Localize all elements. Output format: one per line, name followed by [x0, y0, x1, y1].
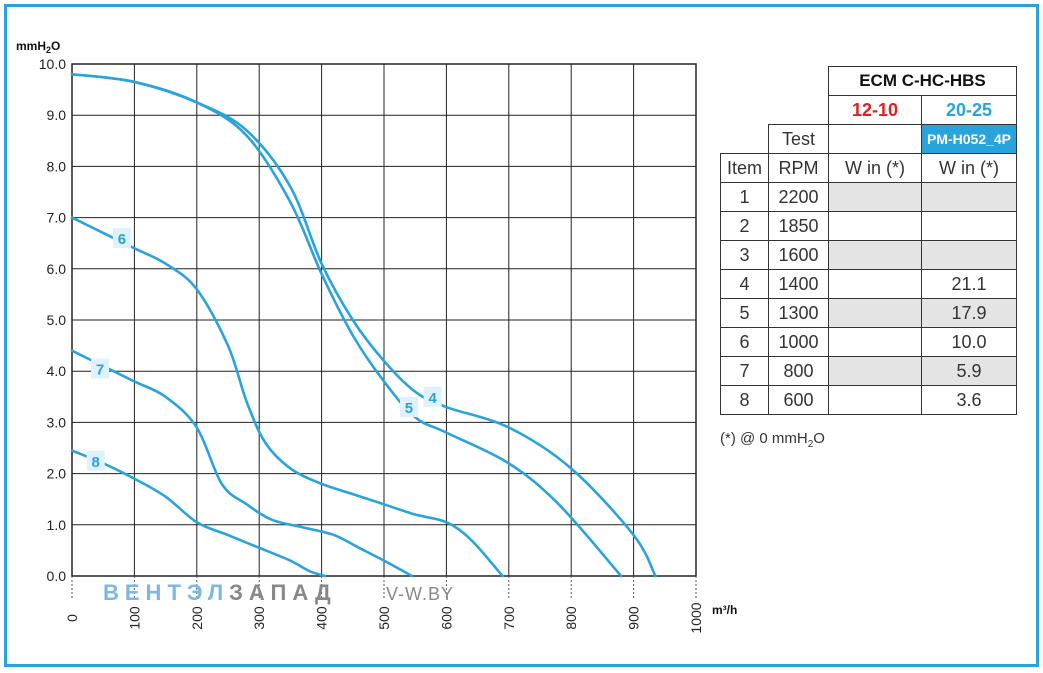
curve-label-5: 5	[405, 400, 413, 417]
w1-cell	[828, 182, 922, 212]
curves	[70, 72, 657, 578]
table-title: ECM C-HC-HBS	[828, 66, 1017, 96]
y-tick-label: 7.0	[47, 210, 67, 226]
model-badge: PM-H052_4P	[921, 124, 1017, 154]
table-row: 1 2200	[720, 182, 1017, 212]
w2-cell: 10.0	[921, 327, 1017, 357]
test-label: Test	[768, 124, 829, 154]
y-tick-label: 3.0	[47, 414, 67, 430]
x-tick-label: 800	[563, 606, 579, 630]
rpm-cell: 1850	[768, 211, 829, 241]
table-row: 8 600 3.6	[720, 385, 1017, 415]
w2-cell	[921, 240, 1017, 270]
rpm-cell: 1300	[768, 298, 829, 328]
curve-8	[70, 449, 327, 578]
y-axis-label: mmH2O	[16, 39, 60, 55]
item-cell: 2	[720, 211, 769, 241]
curve-labels: 45 6 7 8	[86, 228, 442, 471]
y-tick-label: 2.0	[47, 466, 67, 482]
footnote: (*) @ 0 mmH2O	[720, 430, 825, 450]
x-tick-label: 500	[376, 606, 392, 630]
x-tick-label: 900	[626, 606, 642, 630]
x-tick-label: 200	[189, 606, 205, 630]
rpm-cell: 600	[768, 385, 829, 415]
table-row: 3 1600	[720, 240, 1017, 270]
w2-cell	[921, 211, 1017, 241]
table-row: 5 1300 17.9	[720, 298, 1017, 328]
w1-cell	[828, 298, 922, 328]
curve-6	[70, 216, 504, 578]
w1-cell	[828, 327, 922, 357]
col1-code: 12-10	[828, 95, 922, 125]
spec-table: ECM C-HC-HBS 12-10 20-25 Test PM-H052_4P…	[720, 66, 1017, 415]
x-tick-label: 1000	[688, 602, 704, 633]
x-axis-label: m³/h	[712, 603, 737, 617]
col2-code: 20-25	[921, 95, 1017, 125]
x-tick-label: 0	[64, 614, 80, 622]
item-cell: 5	[720, 298, 769, 328]
table-row: 7 800 5.9	[720, 356, 1017, 386]
header-cell: W in (*)	[921, 153, 1017, 183]
item-cell: 8	[720, 385, 769, 415]
w1-cell	[828, 385, 922, 415]
curve-5	[70, 72, 623, 578]
rpm-cell: 2200	[768, 182, 829, 212]
curve-label-bg-5	[399, 397, 418, 418]
item-cell: 4	[720, 269, 769, 299]
item-cell: 1	[720, 182, 769, 212]
watermark-logo: ВЕНТЭЛЗАПАД	[103, 580, 337, 605]
x-tick-label: 100	[126, 606, 142, 630]
table-row: 4 1400 21.1	[720, 269, 1017, 299]
curve-label-bg-4	[423, 386, 442, 407]
y-tick-label: 8.0	[47, 158, 67, 174]
curve-label-bg-8	[86, 450, 105, 471]
outer-frame	[4, 4, 1039, 667]
x-tick-label: 700	[501, 606, 517, 630]
tick-labels: 0.0 1.0 2.0 3.0 4.0 5.0 6.0 7.0 8.0 9.0 10.0 0 100 20…	[39, 56, 704, 634]
rpm-cell: 1600	[768, 240, 829, 270]
curve-4	[70, 72, 657, 578]
curve-label-4: 4	[429, 390, 438, 407]
curve-label-8: 8	[92, 454, 100, 471]
w1-cell	[828, 356, 922, 386]
x-tick-label: 600	[438, 606, 454, 630]
watermark-url: V-W.BY	[386, 584, 455, 604]
y-tick-label: 9.0	[47, 107, 67, 123]
header-cell: W in (*)	[828, 153, 922, 183]
y-tick-label: 0.0	[47, 568, 67, 584]
y-tick-label: 6.0	[47, 261, 67, 277]
y-tick-label: 10.0	[39, 56, 66, 72]
curve-label-bg-7	[91, 358, 110, 379]
w2-cell: 17.9	[921, 298, 1017, 328]
w2-cell: 3.6	[921, 385, 1017, 415]
grid	[71, 63, 697, 598]
rpm-cell: 1000	[768, 327, 829, 357]
w2-cell: 5.9	[921, 356, 1017, 386]
w2-cell: 21.1	[921, 269, 1017, 299]
header-cell: RPM	[768, 153, 829, 183]
header-cell: Item	[720, 153, 769, 183]
curve-label-7: 7	[96, 362, 104, 379]
y-tick-label: 5.0	[47, 312, 67, 328]
item-cell: 7	[720, 356, 769, 386]
w1-cell	[828, 269, 922, 299]
y-tick-label: 4.0	[47, 363, 67, 379]
table-row: 6 1000 10.0	[720, 327, 1017, 357]
curve-label-6: 6	[118, 231, 126, 248]
w1-cell	[828, 240, 922, 270]
y-tick-label: 1.0	[47, 517, 67, 533]
x-tick-label: 400	[314, 606, 330, 630]
item-cell: 6	[720, 327, 769, 357]
table-row: 2 1850	[720, 211, 1017, 241]
w2-cell	[921, 182, 1017, 212]
curve-label-bg-6	[112, 228, 131, 249]
item-cell: 3	[720, 240, 769, 270]
rpm-cell: 1400	[768, 269, 829, 299]
curve-7	[70, 349, 414, 578]
rpm-cell: 800	[768, 356, 829, 386]
x-tick-label: 300	[251, 606, 267, 630]
w1-cell	[828, 211, 922, 241]
